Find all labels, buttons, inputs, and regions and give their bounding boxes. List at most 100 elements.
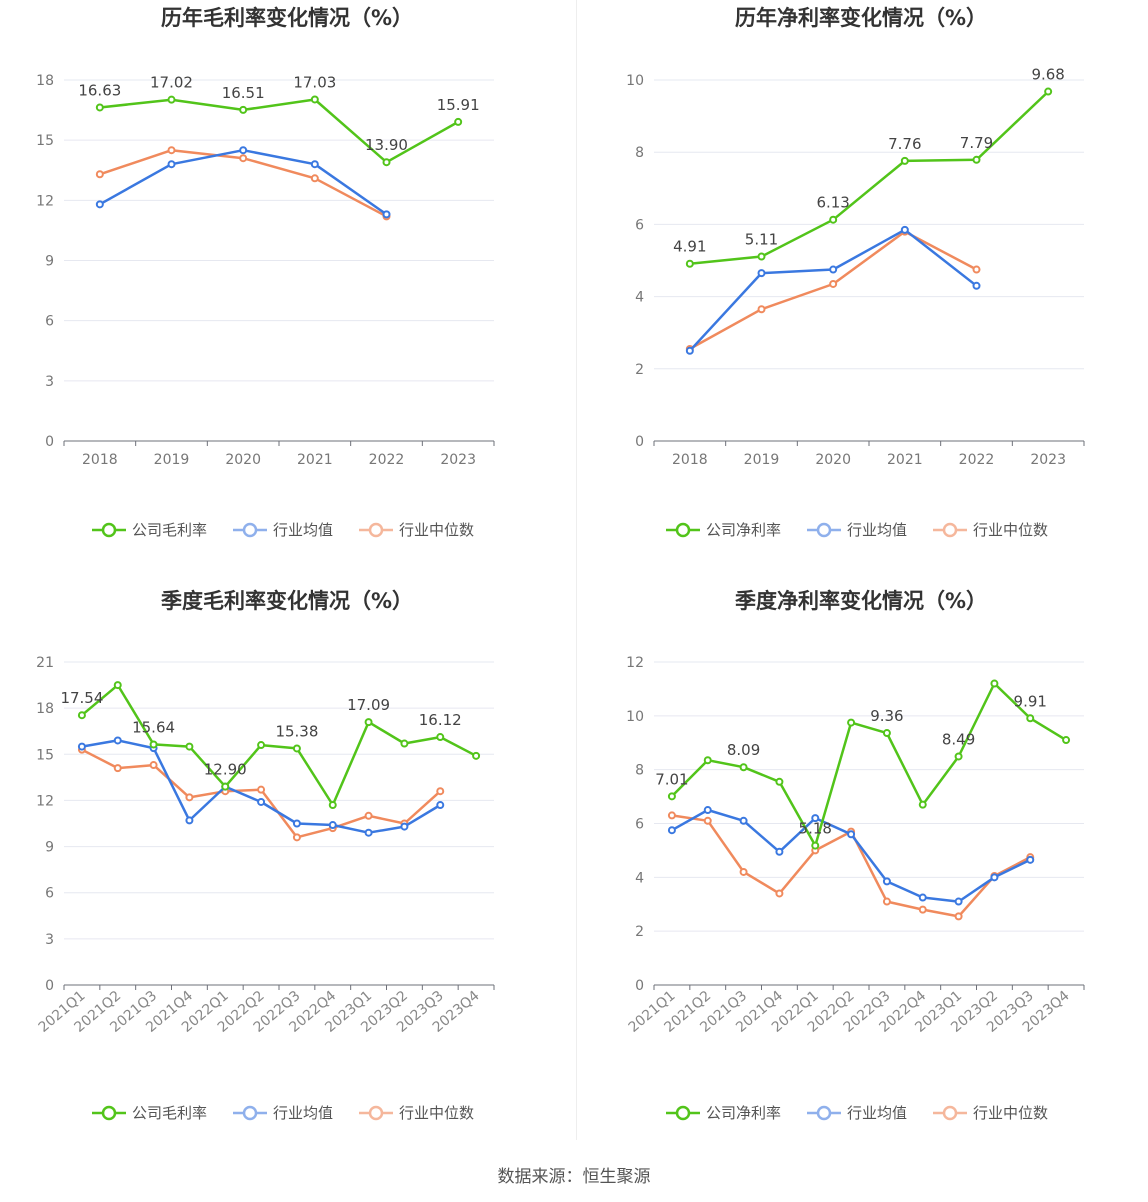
data-point-avg — [292, 819, 301, 828]
quarterly-net-margin-chart: 季度净利率变化情况（%） 0 2 4 6 8 10 12 2021Q1 2021Q2 2021Q3 2… — [574, 583, 1148, 1168]
y-tick-label: 18 — [36, 701, 54, 717]
y-tick-label: 4 — [635, 290, 644, 306]
data-point-company — [400, 739, 409, 748]
data-point-avg — [739, 816, 748, 825]
y-tick-label: 15 — [36, 133, 54, 149]
data-point-avg — [310, 160, 319, 169]
data-point-company — [77, 711, 86, 720]
legend-marker-company — [101, 522, 117, 538]
y-tick-label: 15 — [36, 747, 54, 763]
annual-net-margin-svg: 历年净利率变化情况（%） 0 2 4 6 8 10 2018 2019 2020 2021 2022 2… — [626, 6, 1085, 539]
data-point-company — [685, 259, 694, 268]
data-point-company — [954, 752, 963, 761]
data-label: 12.90 — [204, 761, 247, 779]
data-point-median — [829, 279, 838, 288]
legend-marker-company — [675, 1105, 691, 1121]
y-tick-label: 12 — [626, 655, 644, 671]
data-label: 16.63 — [78, 81, 121, 99]
data-point-avg — [757, 269, 766, 278]
data-point-company — [847, 718, 856, 727]
data-point-avg — [990, 873, 999, 882]
data-point-company — [113, 681, 122, 690]
data-point-avg — [436, 801, 445, 810]
legend-marker-avg — [242, 522, 258, 538]
data-label: 17.02 — [150, 74, 193, 92]
legend-label-company: 公司毛利率 — [132, 521, 207, 539]
data-point-company — [739, 763, 748, 772]
data-point-median — [739, 867, 748, 876]
data-point-median — [436, 787, 445, 796]
legend-marker-median — [942, 522, 958, 538]
data-label: 17.09 — [347, 696, 390, 714]
y-tick-label: 8 — [635, 145, 644, 161]
data-point-avg — [703, 806, 712, 815]
data-point-avg — [239, 146, 248, 155]
chart-title: 历年净利率变化情况（%） — [735, 6, 987, 30]
series-line-median — [689, 230, 978, 350]
data-label: 16.51 — [222, 84, 265, 102]
data-point-company — [149, 740, 158, 749]
data-point-median — [292, 833, 301, 842]
data-point-company — [882, 729, 891, 738]
data-point-median — [364, 811, 373, 820]
legend-label-median: 行业中位数 — [973, 1104, 1048, 1122]
x-tick-label: 2018 — [672, 452, 708, 468]
quarterly-gross-margin-chart: 季度毛利率变化情况（%） 0 3 6 9 12 15 18 21 2021Q1 2021Q2 2021… — [0, 583, 574, 1168]
legend-marker-avg — [816, 522, 832, 538]
data-label: 7.76 — [888, 135, 921, 153]
data-point-company — [1062, 736, 1071, 745]
legend-label-median: 行业中位数 — [399, 1104, 474, 1122]
x-tick-label: 2019 — [744, 452, 780, 468]
data-point-median — [257, 785, 266, 794]
data-point-median — [918, 905, 927, 914]
data-point-avg — [400, 822, 409, 831]
data-point-company — [667, 792, 676, 801]
data-point-avg — [882, 877, 891, 886]
annual-gross-margin-svg: 历年毛利率变化情况（%） 0 3 6 9 12 15 18 2018 2019 2020 2021 20… — [36, 6, 495, 539]
quarterly-gross-margin-svg: 季度毛利率变化情况（%）0369121518212021Q12021Q22021… — [36, 589, 495, 1122]
data-point-avg — [113, 736, 122, 745]
annual-gross-margin-chart: 历年毛利率变化情况（%） 0 3 6 9 12 15 18 2018 2019 2020 2021 20… — [0, 0, 574, 585]
chart-title: 季度净利率变化情况（%） — [735, 589, 987, 613]
data-point-avg — [77, 742, 86, 751]
y-tick-label: 0 — [635, 978, 644, 994]
data-point-company — [900, 156, 909, 165]
y-tick-label: 0 — [45, 978, 54, 994]
data-point-company — [757, 252, 766, 261]
y-tick-label: 9 — [45, 840, 54, 856]
y-tick-label: 4 — [635, 870, 644, 886]
data-point-median — [703, 816, 712, 825]
series-line-company — [671, 682, 1067, 847]
data-point-company — [918, 800, 927, 809]
legend-label-avg: 行业均值 — [273, 521, 333, 539]
data-point-company — [1044, 87, 1053, 96]
data-point-company — [167, 95, 176, 104]
data-label: 15.91 — [437, 96, 480, 114]
data-point-avg — [775, 847, 784, 856]
legend-label-avg: 行业均值 — [847, 521, 907, 539]
y-tick-label: 12 — [36, 793, 54, 809]
data-point-company — [221, 782, 230, 791]
data-point-company — [1026, 714, 1035, 723]
legend-marker-median — [368, 522, 384, 538]
data-point-company — [775, 777, 784, 786]
data-label: 15.38 — [275, 722, 318, 740]
x-tick-label: 2018 — [82, 452, 118, 468]
data-point-avg — [685, 346, 694, 355]
x-tick-label: 2020 — [815, 452, 851, 468]
data-label: 17.54 — [60, 689, 103, 707]
data-point-avg — [257, 797, 266, 806]
legend-label-company: 公司毛利率 — [132, 1104, 207, 1122]
data-point-median — [239, 154, 248, 163]
chart-title: 历年毛利率变化情况（%） — [161, 6, 413, 30]
data-point-company — [436, 733, 445, 742]
data-point-avg — [918, 893, 927, 902]
legend-label-median: 行业中位数 — [973, 521, 1048, 539]
y-tick-label: 10 — [626, 73, 644, 89]
y-tick-label: 18 — [36, 73, 54, 89]
data-point-company — [829, 215, 838, 224]
data-point-company — [382, 158, 391, 167]
data-point-avg — [1026, 855, 1035, 864]
y-tick-label: 2 — [635, 924, 644, 940]
x-tick-label: 2021 — [297, 452, 333, 468]
